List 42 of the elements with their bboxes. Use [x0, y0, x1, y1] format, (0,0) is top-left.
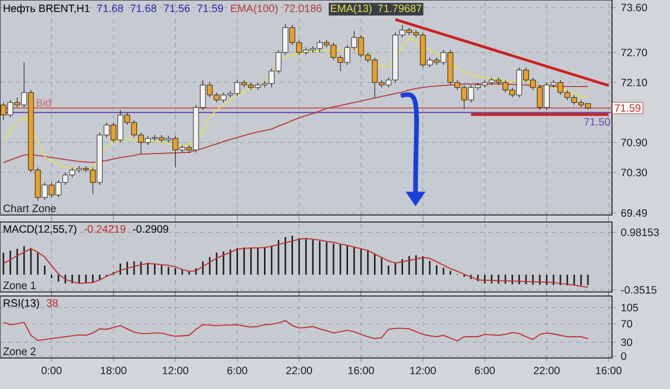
annotation: 71.79687	[378, 4, 422, 12]
annotation: Zone 1	[3, 282, 36, 290]
ref-line-label: Bid	[36, 98, 51, 106]
annotation: 71.56	[164, 4, 190, 12]
x-tick-label: 6:00	[227, 366, 248, 374]
annotation: 71.68	[130, 4, 156, 12]
x-tick-label: 0:00	[42, 366, 62, 374]
annotation: Chart Zone	[3, 204, 56, 212]
y-tick-label: 0.98153	[621, 228, 659, 236]
annotation: 71.59	[197, 4, 224, 12]
y-tick-label: 69.49	[621, 209, 647, 217]
y-tick-label: 70.90	[621, 138, 647, 146]
x-tick-label: 22:00	[534, 366, 560, 374]
y-tick-label: 105	[622, 304, 638, 312]
y-tick-label: 0	[621, 352, 626, 360]
annotation: 38	[46, 299, 58, 307]
x-tick-label: 12:00	[410, 366, 436, 374]
y-tick-label: 72.10	[621, 78, 647, 86]
y-tick-label: 70.30	[621, 168, 647, 176]
y-tick-label: 70	[621, 320, 632, 328]
text: EMA(13)	[330, 4, 372, 14]
ref-line-label: 71.50	[584, 118, 610, 126]
x-tick-label: 12:00	[162, 366, 188, 374]
text: EMA(100)	[231, 4, 278, 14]
annotation: 71.68	[97, 4, 123, 12]
annotation: Zone 2	[3, 348, 36, 356]
annotation: -0.2909	[132, 225, 168, 233]
y-tick-label: 30	[621, 338, 632, 346]
x-tick-label: 16:00	[596, 366, 622, 374]
annotation: 72.0186	[284, 4, 322, 12]
x-tick-label: 18:00	[100, 366, 126, 374]
x-tick-label: 22:00	[286, 366, 312, 374]
y-tick-label: 72.70	[621, 48, 647, 56]
y-tick-label: 73.60	[621, 4, 647, 12]
annotation: -0.24219	[84, 225, 126, 233]
chart-title: MACD(12,55,7)	[4, 224, 76, 235]
x-tick-label: 16:00	[348, 366, 374, 374]
chart-title: Нефть BRENT,H1	[4, 4, 90, 14]
y-tick-label: -0.3515	[621, 286, 656, 294]
x-tick-label: 6:00	[474, 366, 495, 374]
text: 71.59	[614, 104, 640, 112]
chart-title: RSI(13)	[4, 298, 40, 309]
